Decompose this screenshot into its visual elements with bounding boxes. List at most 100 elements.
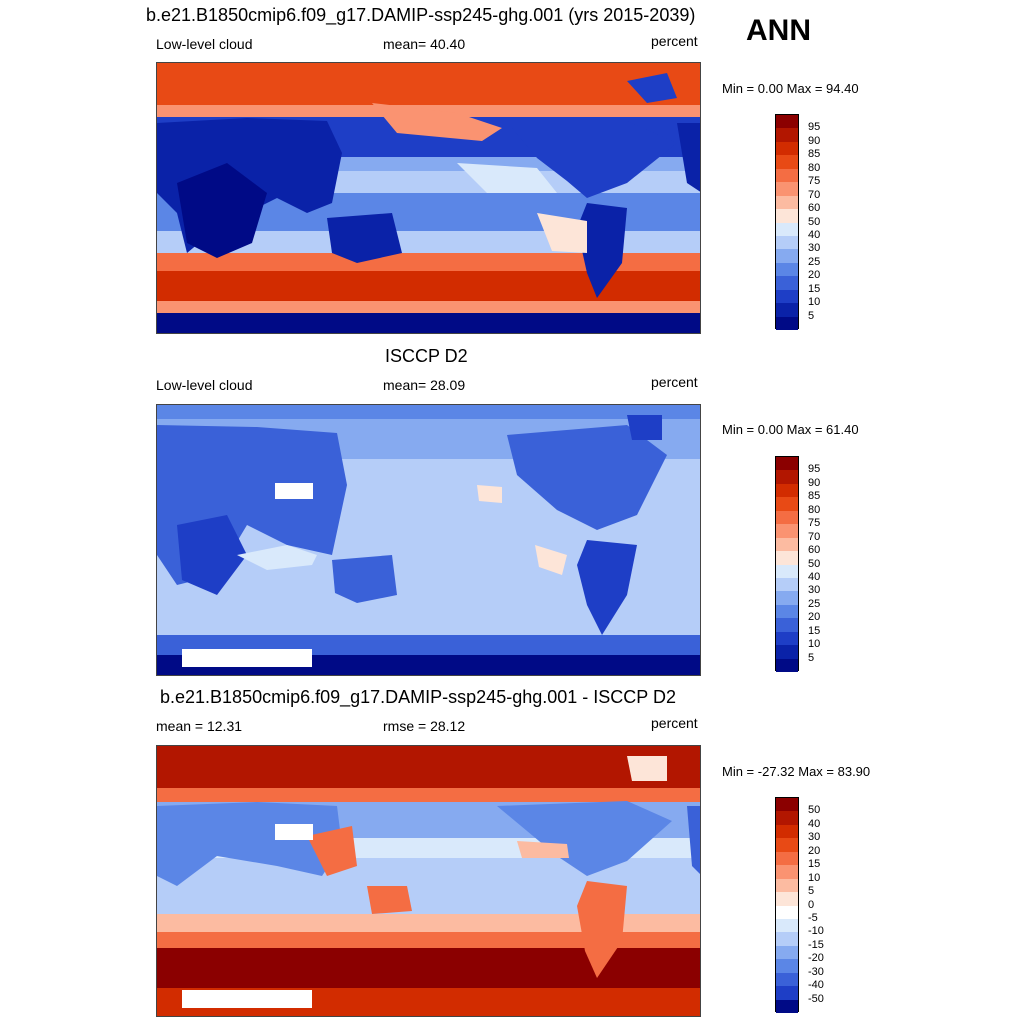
panel-2-units: percent xyxy=(651,374,698,390)
colorbar-tick-label: -30 xyxy=(808,965,824,978)
colorbar-segment xyxy=(776,483,798,498)
colorbar-segment xyxy=(776,155,798,169)
panel-1-title: b.e21.B1850cmip6.f09_g17.DAMIP-ssp245-gh… xyxy=(146,5,696,25)
colorbar-tick-label: 20 xyxy=(808,611,821,624)
colorbar-segment xyxy=(776,128,798,142)
colorbar-segment xyxy=(776,945,798,960)
colorbar-tick-label: -20 xyxy=(808,952,824,965)
panel-3-title: b.e21.B1850cmip6.f09_g17.DAMIP-ssp245-gh… xyxy=(160,687,676,707)
colorbar-segment xyxy=(776,510,798,525)
colorbar-segment xyxy=(776,195,798,210)
colorbar-tick-label: 40 xyxy=(808,817,821,830)
colorbar-tick-label: 70 xyxy=(808,530,821,543)
colorbar-segment xyxy=(776,618,798,632)
colorbar-tick-label: 85 xyxy=(808,490,821,503)
colorbar-segment xyxy=(776,631,798,646)
colorbar-segment xyxy=(776,798,798,812)
colorbar-segment xyxy=(776,972,798,987)
colorbar-tick-label: 95 xyxy=(808,121,821,134)
colorbar-segment xyxy=(776,551,798,565)
colorbar-tick-label: 15 xyxy=(808,858,821,871)
colorbar-tick-label: 30 xyxy=(808,242,821,255)
colorbar-tick-label: 10 xyxy=(808,296,821,309)
colorbar-segment xyxy=(776,564,798,578)
colorbar-tick-label: -10 xyxy=(808,925,824,938)
colorbar-tick-label: 60 xyxy=(808,202,821,215)
panel-1-minmax: Min = 0.00 Max = 94.40 xyxy=(722,81,859,96)
colorbar-segment xyxy=(776,303,798,317)
colorbar-tick-label: 15 xyxy=(808,624,821,637)
panel-3-units: percent xyxy=(651,715,698,731)
colorbar-tick-label: 20 xyxy=(808,844,821,857)
colorbar-tick-label: 70 xyxy=(808,188,821,201)
colorbar-segment xyxy=(776,838,798,852)
colorbar-segment xyxy=(776,824,798,839)
colorbar-segment xyxy=(776,209,798,223)
panel-1-mean-label: mean= 40.40 xyxy=(383,36,466,52)
colorbar-tick-label: 10 xyxy=(808,638,821,651)
colorbar-segment xyxy=(776,892,798,906)
colorbar-segment xyxy=(776,878,798,893)
colorbar-tick-label: 25 xyxy=(808,597,821,610)
colorbar-tick-label: 30 xyxy=(808,831,821,844)
colorbar-tick-label: 30 xyxy=(808,584,821,597)
panel-3-colorbar xyxy=(775,797,799,1013)
colorbar-segment xyxy=(776,999,798,1013)
colorbar-segment xyxy=(776,918,798,933)
panel-1-variable-label: Low-level cloud xyxy=(156,36,253,52)
colorbar-tick-label: 80 xyxy=(808,161,821,174)
colorbar-segment xyxy=(776,577,798,592)
panel-3-mean-label: mean = 12.31 xyxy=(156,718,243,734)
panel-2-map xyxy=(156,404,701,676)
colorbar-segment xyxy=(776,851,798,866)
panel-1-units: percent xyxy=(651,33,698,49)
colorbar-segment xyxy=(776,591,798,605)
colorbar-segment xyxy=(776,470,798,484)
colorbar-tick-label: 5 xyxy=(808,309,815,322)
colorbar-segment xyxy=(776,524,798,538)
colorbar-tick-label: 5 xyxy=(808,885,815,898)
colorbar-tick-label: 85 xyxy=(808,148,821,161)
colorbar-segment xyxy=(776,182,798,196)
panel-1-map xyxy=(156,62,701,334)
colorbar-segment xyxy=(776,959,798,973)
colorbar-tick-label: -50 xyxy=(808,992,824,1005)
panel-2-map-canvas xyxy=(157,405,700,675)
panel-3-map-canvas xyxy=(157,746,700,1016)
colorbar-tick-label: 15 xyxy=(808,282,821,295)
colorbar-segment xyxy=(776,986,798,1000)
colorbar-tick-label: 0 xyxy=(808,898,815,911)
panel-3-rmse-label: rmse = 28.12 xyxy=(383,718,466,734)
panel-1-map-canvas xyxy=(157,63,700,333)
colorbar-segment xyxy=(776,658,798,672)
colorbar-tick-label: 90 xyxy=(808,134,821,147)
colorbar-segment xyxy=(776,932,798,946)
colorbar-tick-label: 50 xyxy=(808,557,821,570)
panel-1-colorbar xyxy=(775,114,799,330)
colorbar-tick-label: 90 xyxy=(808,476,821,489)
colorbar-segment xyxy=(776,141,798,156)
colorbar-segment xyxy=(776,115,798,129)
colorbar-tick-label: -5 xyxy=(808,911,818,924)
colorbar-tick-label: 75 xyxy=(808,517,821,530)
panel-2-variable-label: Low-level cloud xyxy=(156,377,253,393)
colorbar-tick-label: -40 xyxy=(808,979,824,992)
colorbar-segment xyxy=(776,457,798,471)
panel-2-mean-label: mean= 28.09 xyxy=(383,377,466,393)
colorbar-tick-label: 50 xyxy=(808,804,821,817)
colorbar-segment xyxy=(776,316,798,330)
colorbar-tick-label: 60 xyxy=(808,544,821,557)
colorbar-segment xyxy=(776,537,798,552)
colorbar-segment xyxy=(776,222,798,236)
panel-2-title: ISCCP D2 xyxy=(385,346,468,366)
colorbar-tick-label: 40 xyxy=(808,570,821,583)
colorbar-segment xyxy=(776,289,798,304)
colorbar-segment xyxy=(776,235,798,250)
colorbar-tick-label: 10 xyxy=(808,871,821,884)
colorbar-segment xyxy=(776,604,798,619)
panel-2-colorbar xyxy=(775,456,799,672)
colorbar-segment xyxy=(776,811,798,825)
season-label: ANN xyxy=(746,14,811,47)
colorbar-tick-label: 5 xyxy=(808,651,815,664)
colorbar-segment xyxy=(776,497,798,511)
